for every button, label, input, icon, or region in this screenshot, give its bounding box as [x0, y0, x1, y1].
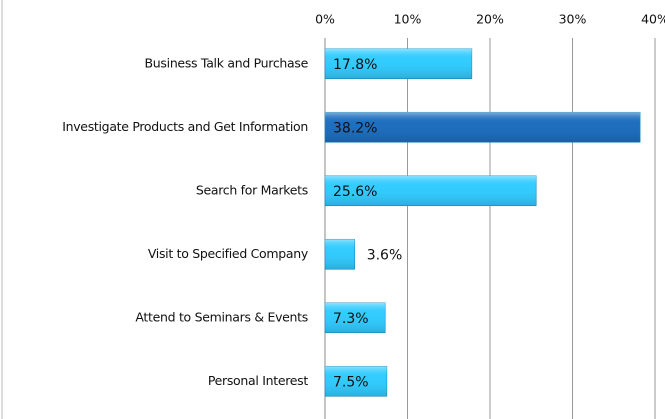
- category-label: Investigate Products and Get Information: [62, 119, 308, 134]
- bar-shine: [325, 48, 472, 79]
- category-label: Attend to Seminars & Events: [135, 309, 308, 324]
- category-label: Visit to Specified Company: [148, 246, 309, 261]
- bar-shine: [325, 112, 641, 143]
- bar-shine: [325, 175, 537, 206]
- category-label: Personal Interest: [208, 373, 309, 388]
- x-tick-label: 0%: [315, 12, 335, 27]
- bar-shine: [325, 302, 386, 333]
- bar-shine: [325, 239, 355, 270]
- category-label: Search for Markets: [196, 182, 308, 197]
- x-tick-label: 20%: [476, 12, 504, 27]
- value-label: 17.8%: [333, 57, 377, 73]
- category-label: Business Talk and Purchase: [145, 55, 309, 70]
- value-label: 25.6%: [333, 184, 377, 200]
- bar-shine: [325, 366, 387, 397]
- value-label: 3.6%: [367, 247, 403, 263]
- value-label: 38.2%: [333, 120, 377, 136]
- x-tick-label: 10%: [394, 12, 422, 27]
- value-label: 7.3%: [333, 311, 369, 327]
- x-tick-label: 30%: [559, 12, 587, 27]
- value-label: 7.5%: [333, 374, 369, 390]
- x-tick-label: 40%: [641, 12, 665, 27]
